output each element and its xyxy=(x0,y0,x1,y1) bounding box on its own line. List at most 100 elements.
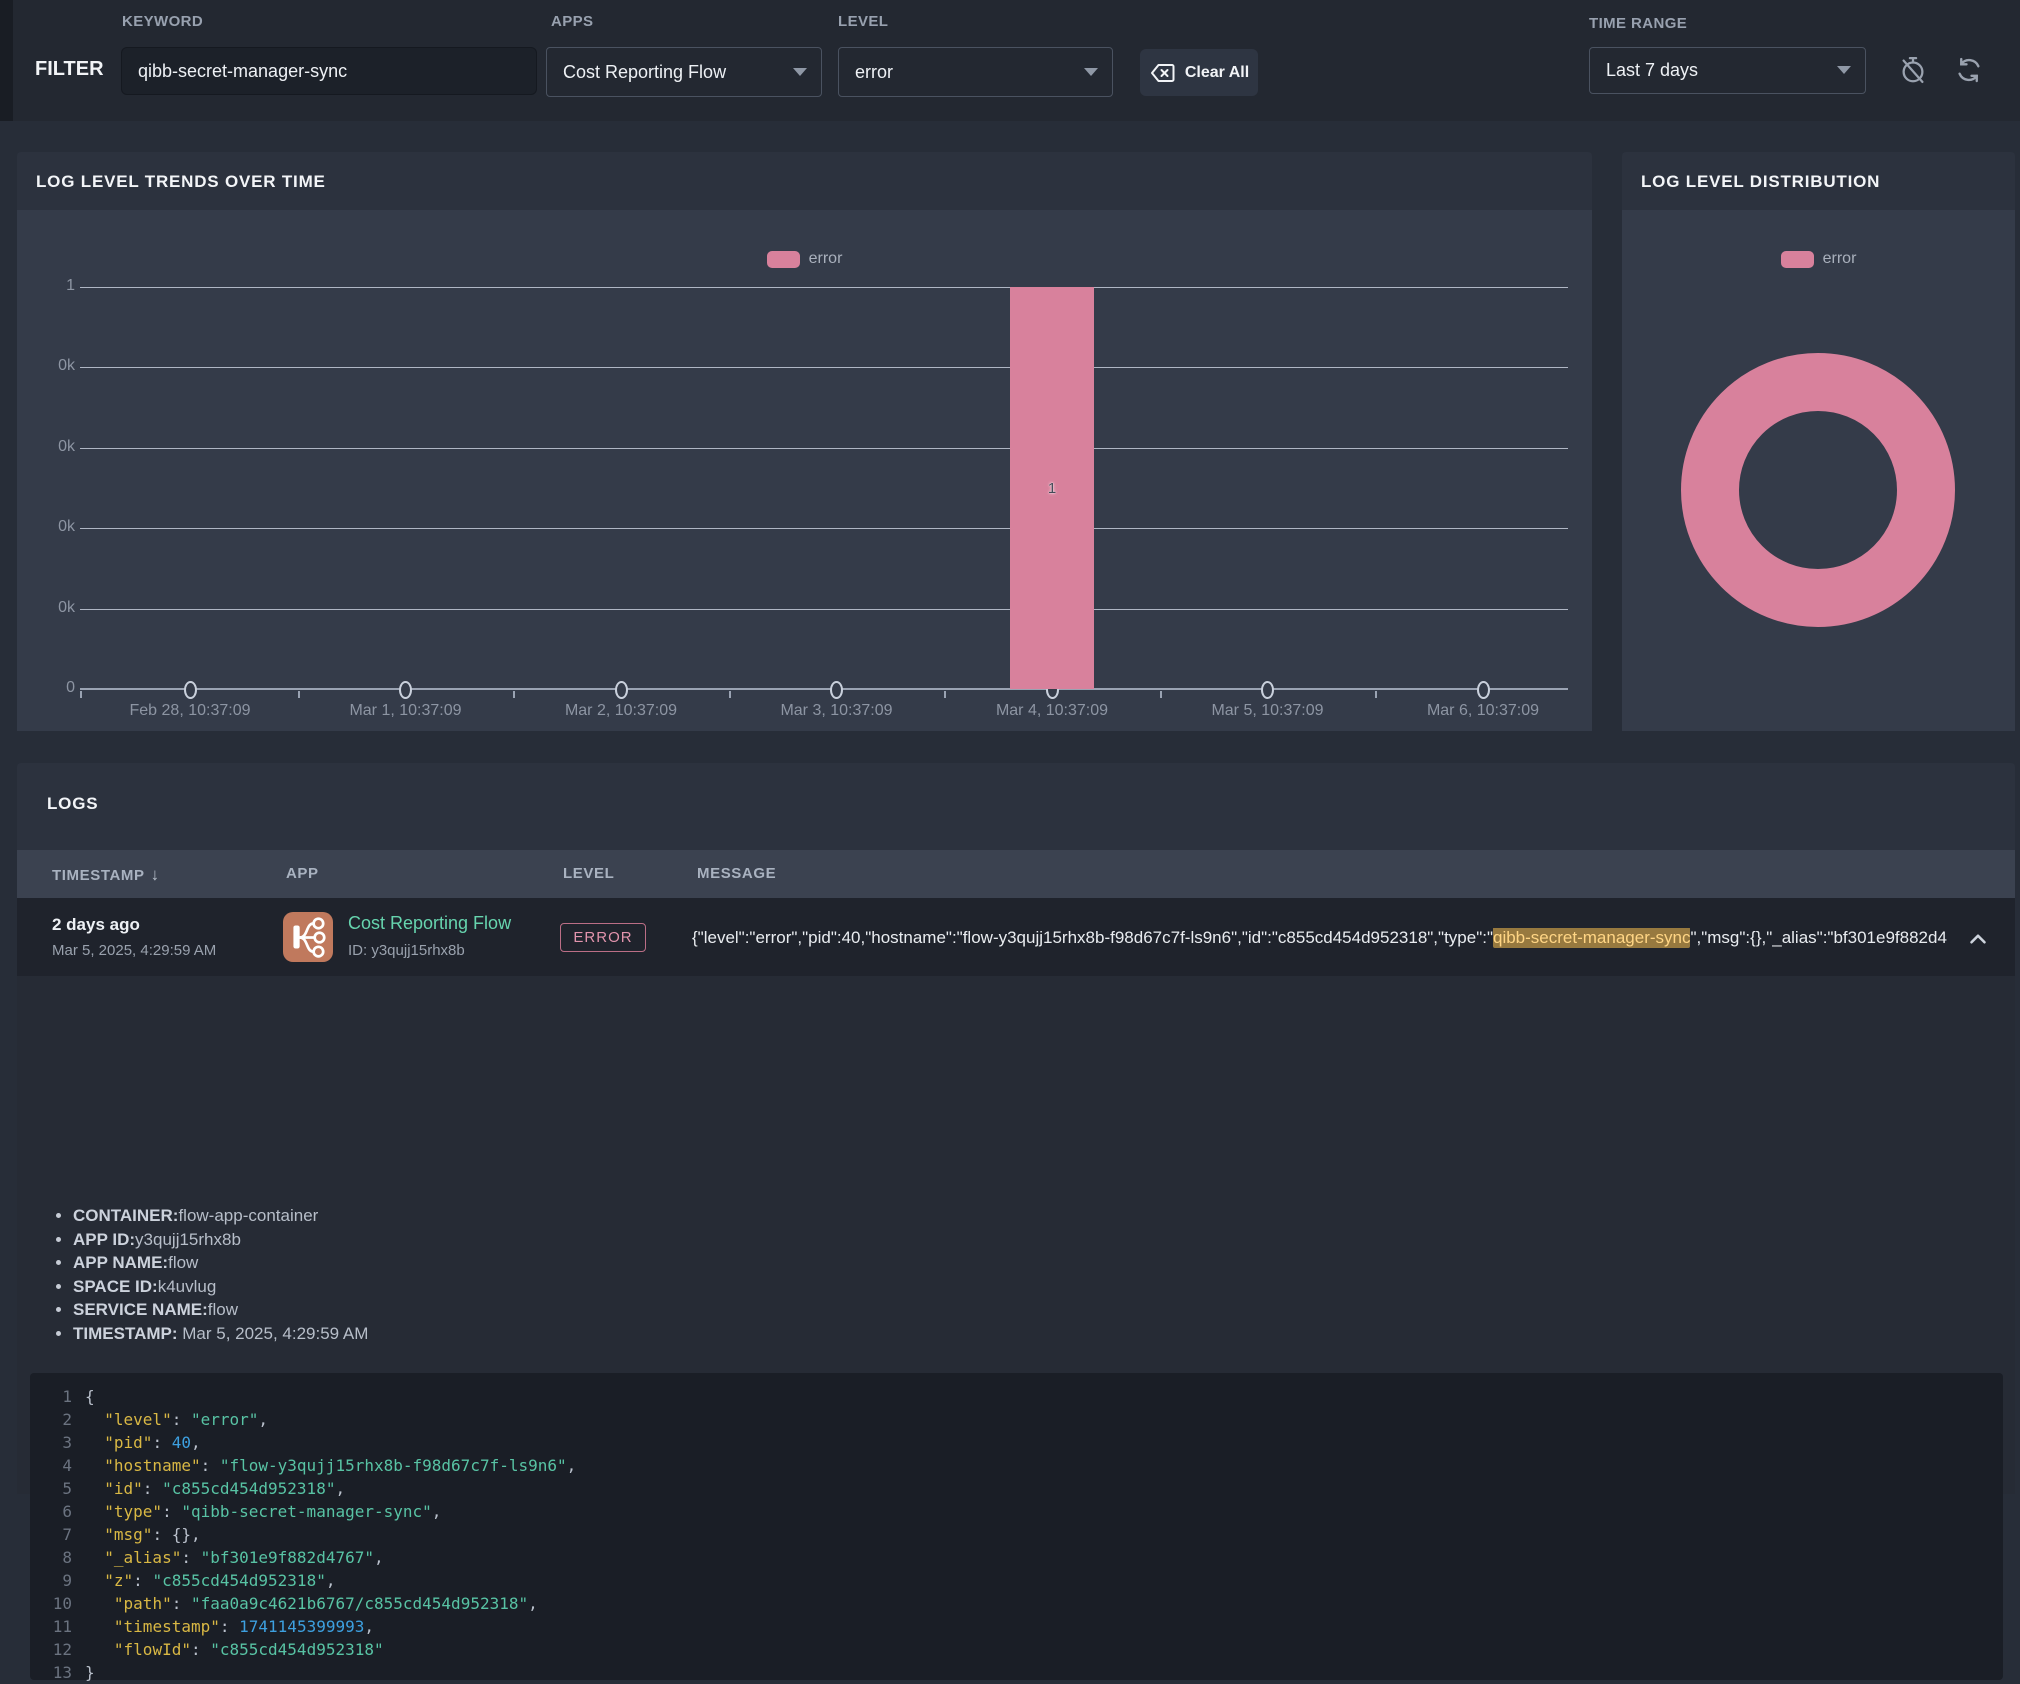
bar-value-label: 1 xyxy=(1047,479,1057,497)
x-axis-tick-label: Mar 5, 10:37:09 xyxy=(1211,702,1324,719)
axis-tick xyxy=(1159,691,1162,698)
y-axis-tick-label: 1 xyxy=(66,277,75,294)
metadata-label: APP NAME: xyxy=(73,1253,169,1272)
code-text: "flowId": "c855cd454d952318" xyxy=(113,1640,384,1659)
axis-tick xyxy=(1375,691,1378,698)
apps-select-value: Cost Reporting Flow xyxy=(563,61,727,82)
refresh-icon xyxy=(1954,55,1984,85)
line-number: 12 xyxy=(52,1640,72,1659)
axis-tick xyxy=(80,691,82,698)
line-number: 2 xyxy=(62,1410,72,1429)
line-number: 4 xyxy=(62,1456,72,1475)
refresh-button[interactable] xyxy=(1951,52,1987,88)
column-header-level[interactable]: LEVEL xyxy=(563,865,615,882)
column-header-message[interactable]: MESSAGE xyxy=(697,865,777,882)
metadata-value: flow-app-container xyxy=(178,1206,319,1225)
message-keyword-highlight: qibb-secret-manager-sync xyxy=(1493,928,1691,948)
code-line: 4 "hostname": "flow-y3qujj15rhx8b-f98d67… xyxy=(30,1454,2003,1477)
clear-all-button[interactable]: Clear All xyxy=(1140,49,1258,96)
code-line: 2 "level": "error", xyxy=(30,1408,2003,1431)
timer-off-icon xyxy=(1898,55,1928,85)
line-number: 3 xyxy=(62,1433,72,1452)
axis-tick xyxy=(513,691,516,698)
code-text: "type": "qibb-secret-manager-sync", xyxy=(104,1502,442,1521)
log-table-row[interactable]: 2 days ago Mar 5, 2025, 4:29:59 AM Cost … xyxy=(17,898,2015,976)
log-metadata-item: APP NAME:flow xyxy=(73,1251,368,1275)
log-time-absolute: Mar 5, 2025, 4:29:59 AM xyxy=(52,942,217,959)
keyword-input[interactable] xyxy=(121,47,537,95)
y-axis-tick-label: 0k xyxy=(58,598,75,616)
legend-item-error[interactable]: error xyxy=(766,250,843,268)
x-axis-tick-label: Mar 1, 10:37:09 xyxy=(349,702,462,719)
zero-value-marker xyxy=(830,681,843,699)
trends-legend: error xyxy=(17,250,1592,268)
log-detail-section: CONTAINER:flow-app-containerAPP ID:y3quj… xyxy=(17,976,2015,1682)
line-number: 1 xyxy=(62,1387,72,1406)
code-line: 5 "id": "c855cd454d952318", xyxy=(30,1477,2003,1500)
zero-value-marker xyxy=(1476,681,1490,699)
column-header-app[interactable]: APP xyxy=(286,865,319,882)
code-line: 10 "path": "faa0a9c4621b6767/c855cd454d9… xyxy=(30,1592,2003,1615)
app-id: ID: y3qujj15rhx8b xyxy=(348,942,465,959)
log-metadata-item: TIMESTAMP: Mar 5, 2025, 4:29:59 AM xyxy=(73,1322,368,1346)
x-axis-line xyxy=(80,688,1568,690)
code-text: "_alias": "bf301e9f882d4767", xyxy=(104,1548,384,1567)
legend-item-error[interactable]: error xyxy=(1780,250,1856,268)
code-line: 9 "z": "c855cd454d952318", xyxy=(30,1569,2003,1592)
metadata-label: TIMESTAMP: xyxy=(73,1323,178,1343)
line-number: 7 xyxy=(62,1525,72,1544)
column-header-timestamp[interactable]: TIMESTAMP ↓ xyxy=(52,865,160,884)
trends-chart-area: error 1 0k 0k 0k 0k 0 Feb 28, 10:37:09 Mar 1, 1… xyxy=(17,210,1592,731)
y-axis-tick-label: 0 xyxy=(66,679,75,696)
log-metadata-item: SPACE ID:k4uvlug xyxy=(73,1275,368,1299)
left-edge-strip xyxy=(0,0,13,121)
time-range-select[interactable]: Last 7 days xyxy=(1589,47,1866,94)
metadata-label: SERVICE NAME: xyxy=(73,1300,208,1319)
code-text: "msg": {}, xyxy=(104,1525,201,1544)
distribution-panel-title: LOG LEVEL DISTRIBUTION xyxy=(1641,172,1881,191)
line-number: 9 xyxy=(62,1571,72,1590)
gridline xyxy=(80,447,1568,449)
level-select[interactable]: error xyxy=(838,47,1113,97)
zero-value-marker xyxy=(183,681,197,699)
chevron-down-icon xyxy=(1084,68,1098,76)
code-text: "z": "c855cd454d952318", xyxy=(104,1571,336,1590)
gridline xyxy=(80,608,1568,610)
code-line: 6 "type": "qibb-secret-manager-sync", xyxy=(30,1500,2003,1523)
bar-error[interactable]: 1 xyxy=(1010,287,1094,689)
distribution-legend: error xyxy=(1622,250,2015,268)
metadata-label: APP ID: xyxy=(73,1229,136,1249)
x-axis-tick-label: Feb 28, 10:37:09 xyxy=(129,702,251,719)
code-line: 3 "pid": 40, xyxy=(30,1431,2003,1454)
trends-panel-title: LOG LEVEL TRENDS OVER TIME xyxy=(36,172,326,191)
clear-all-label: Clear All xyxy=(1184,63,1250,81)
gridline xyxy=(80,287,1568,288)
zero-value-marker xyxy=(614,681,628,699)
axis-tick xyxy=(728,691,731,698)
line-number: 11 xyxy=(52,1617,72,1636)
code-line: 7 "msg": {}, xyxy=(30,1523,2003,1546)
metadata-value: Mar 5, 2025, 4:29:59 AM xyxy=(177,1323,369,1343)
apps-select[interactable]: Cost Reporting Flow xyxy=(546,47,822,97)
collapse-row-button[interactable] xyxy=(1965,926,1991,952)
metadata-label: CONTAINER: xyxy=(73,1206,179,1225)
code-text: "timestamp": 1741145399993, xyxy=(113,1617,375,1636)
time-range-value: Last 7 days xyxy=(1606,60,1699,80)
log-message: {"level":"error","pid":40,"hostname":"fl… xyxy=(692,928,1947,950)
sort-descending-icon: ↓ xyxy=(150,865,160,884)
filter-bar: FILTER KEYWORD APPS Cost Reporting Flow … xyxy=(0,0,2020,121)
level-badge-error: ERROR xyxy=(560,923,646,952)
gridline xyxy=(80,367,1568,369)
auto-refresh-off-button[interactable] xyxy=(1895,52,1931,88)
legend-swatch-error xyxy=(766,250,800,268)
y-axis-tick-label: 0k xyxy=(58,357,75,375)
backspace-icon xyxy=(1149,61,1176,85)
donut-chart-error-slice[interactable] xyxy=(1681,353,1955,627)
code-text: "hostname": "flow-y3qujj15rhx8b-f98d67c7… xyxy=(104,1456,577,1475)
app-name-link[interactable]: Cost Reporting Flow xyxy=(348,913,512,933)
legend-label-error: error xyxy=(808,250,843,267)
line-number: 13 xyxy=(52,1663,72,1682)
log-level-trends-panel: LOG LEVEL TRENDS OVER TIME error 1 0k 0k 0k… xyxy=(17,152,1592,731)
logs-panel: LOGS TIMESTAMP ↓ APP LEVEL MESSAGE 2 days… xyxy=(17,763,2015,1682)
filter-title: FILTER xyxy=(35,58,104,80)
